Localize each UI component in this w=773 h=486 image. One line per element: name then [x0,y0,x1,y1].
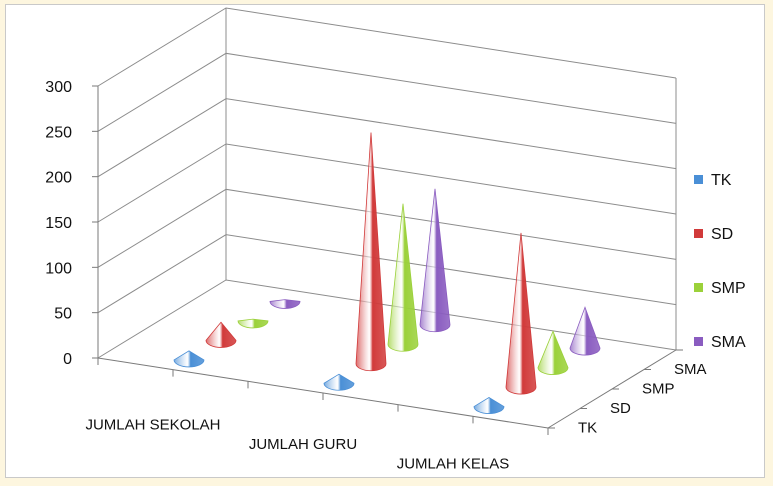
legend-swatch [694,175,703,184]
cone-sma [569,306,601,356]
cone-body [205,321,237,348]
depth-label: SD [610,400,631,417]
legend-label: SD [711,226,733,243]
cone-body [419,188,451,333]
cone-body [505,232,537,395]
legend-swatch [694,283,703,292]
gridline [97,143,677,223]
gridlines [97,7,677,359]
y-tick-label: 250 [45,124,72,141]
cone-body [355,132,387,372]
cone-body [473,397,505,414]
y-tick-label: 100 [45,260,72,277]
depth-label: SMP [642,380,675,397]
cone-sma [269,299,301,309]
y-tick-label: 50 [54,306,72,323]
y-tick-label: 300 [45,79,72,96]
axis-labels: 0 50 100 150 200 250 300 JUMLAH SEKOLAH JUMLAH G… [45,79,706,472]
gridline [97,7,677,87]
cone-smp [537,330,569,375]
category-label: JUMLAH KELAS [397,455,510,472]
legend-swatch [694,229,703,238]
cone-body [269,299,301,309]
legend-swatch [694,337,703,346]
cone-sd [355,132,387,372]
gridline [97,98,677,178]
depth-label: TK [578,419,597,436]
depth-label: SMA [674,361,707,378]
cone-body [323,373,355,391]
cone-body [173,350,205,368]
cone-tk [173,350,205,368]
category-label: JUMLAH SEKOLAH [85,417,220,434]
cone-tk [323,373,355,391]
cone-chart: 0 50 100 150 200 250 300 JUMLAH SEKOLAH JUMLAH G… [45,7,746,472]
chart-frame: 0 50 100 150 200 250 300 JUMLAH SEKOLAH JUMLAH G… [5,4,765,478]
cone-sd [205,321,237,348]
y-tick-label: 0 [63,351,72,368]
legend-label: SMA [711,334,746,351]
y-tick-label: 150 [45,215,72,232]
cones [173,132,601,414]
cone-tk [473,397,505,414]
cone-smp [237,318,269,329]
cone-sd [505,232,537,395]
cone-body [237,318,269,329]
gridline [97,52,677,132]
y-tick-label: 200 [45,170,72,187]
legend: TK SD SMP SMA [694,172,746,351]
cone-body [569,306,601,356]
cone-body [387,203,419,352]
chart-axes [92,85,683,435]
gridline [97,234,677,314]
cone-sma [419,188,451,333]
cone-body [537,330,569,375]
gridline [97,188,677,268]
legend-label: TK [711,172,732,189]
cone-smp [387,203,419,352]
category-label: JUMLAH GURU [249,436,357,453]
legend-label: SMP [711,280,746,297]
